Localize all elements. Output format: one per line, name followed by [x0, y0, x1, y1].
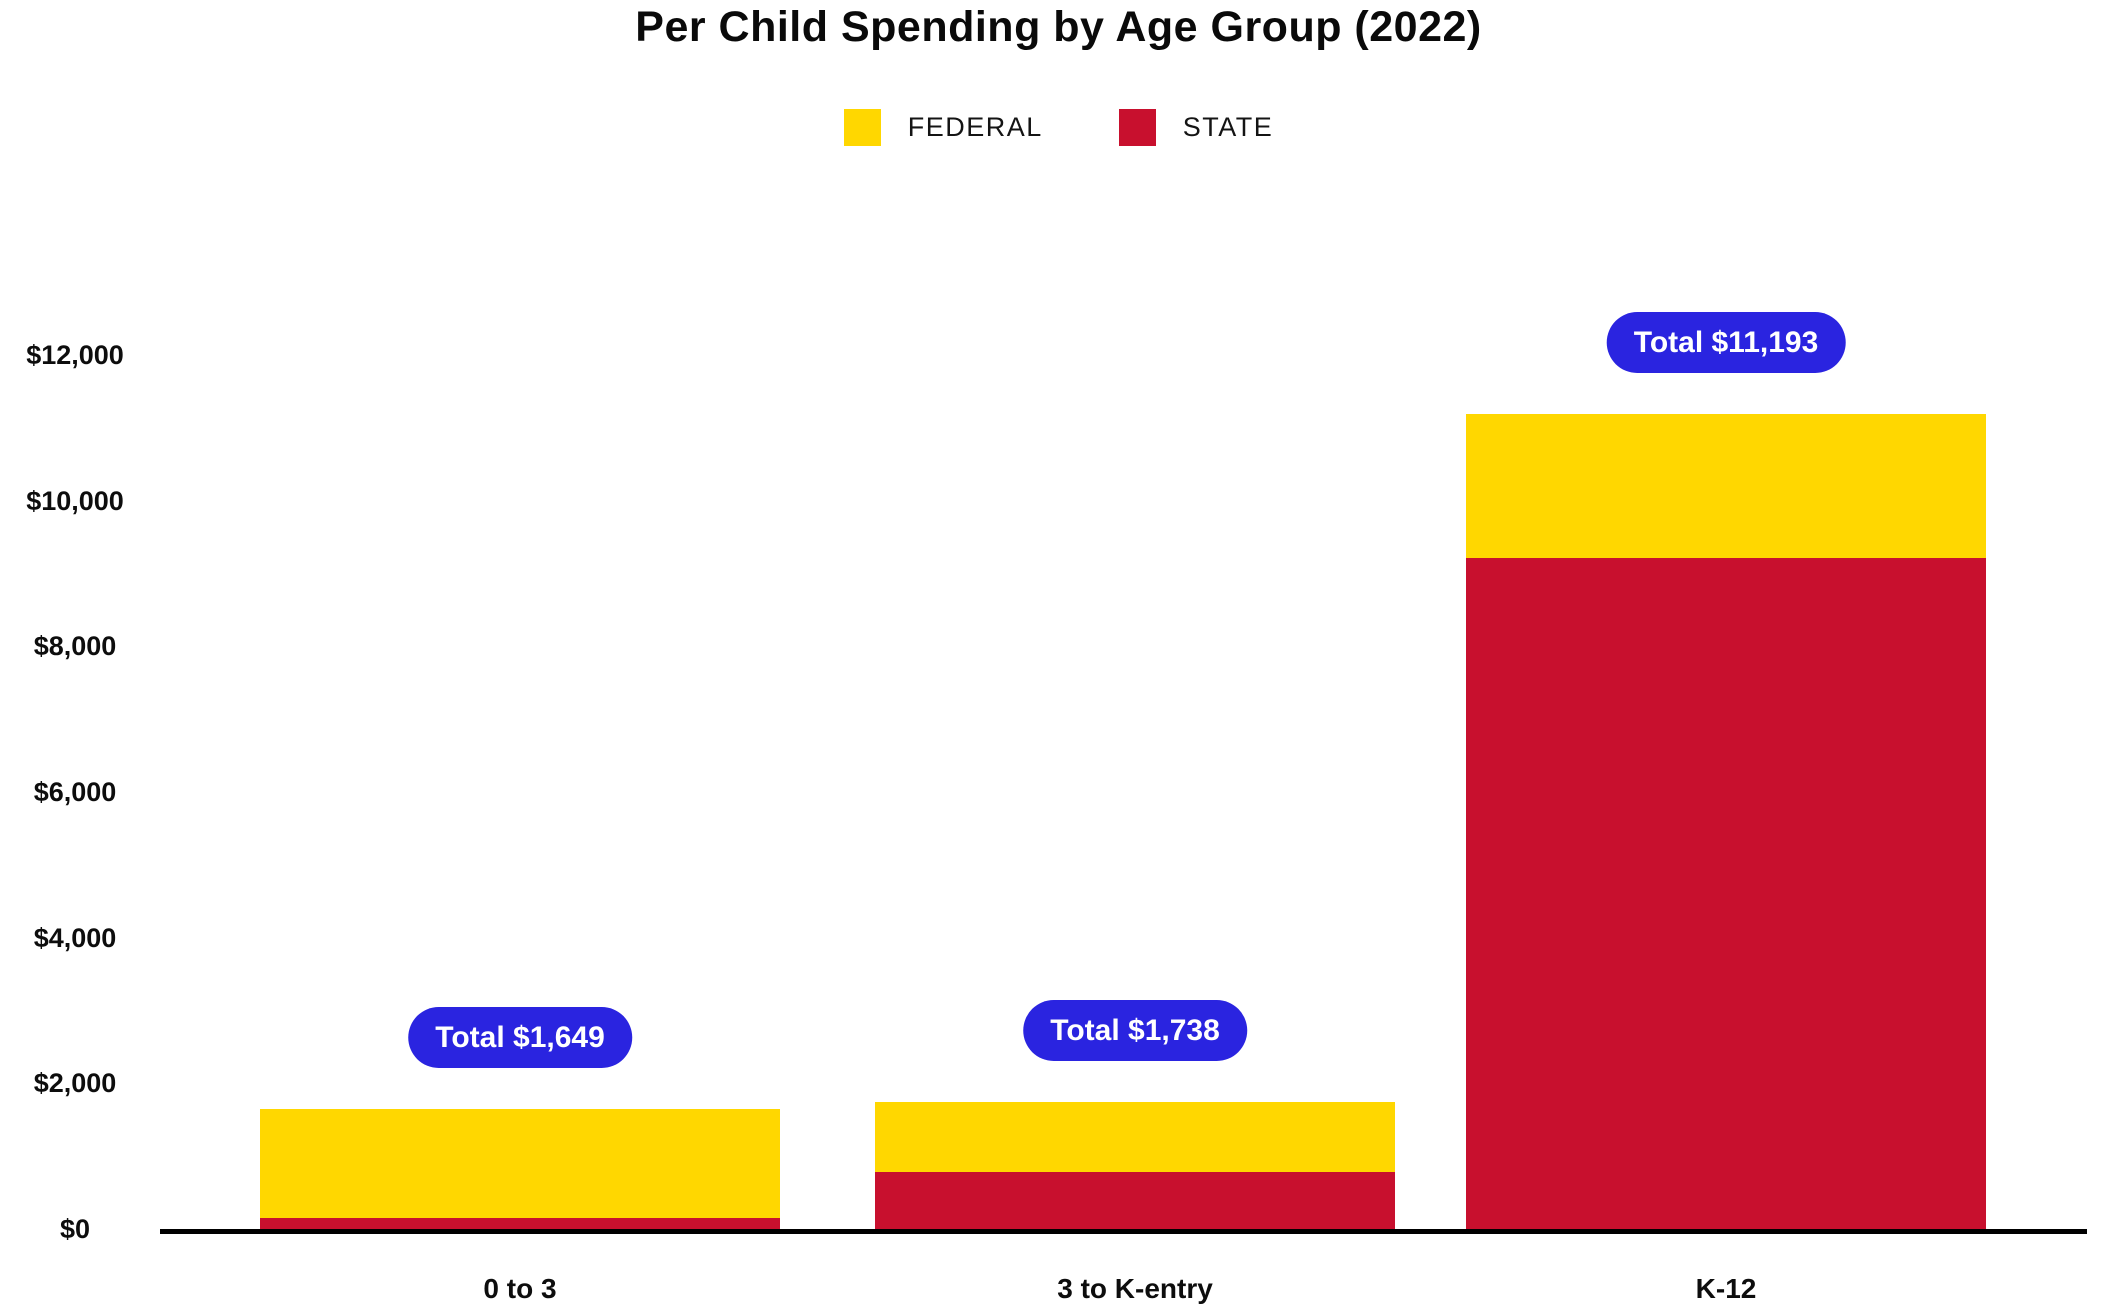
y-tick-label: $4,000	[33, 923, 117, 953]
x-category-label: 3 to K-entry	[1057, 1273, 1213, 1304]
y-tick-label: $10,000	[26, 486, 124, 516]
bar-state-segment	[1466, 558, 1986, 1229]
legend-item: FEDERAL	[843, 109, 1043, 146]
y-tick-label: $0	[59, 1214, 91, 1244]
chart-title: Per Child Spending by Age Group (2022)	[635, 3, 1482, 51]
total-badge: Total $1,738	[1023, 1000, 1247, 1061]
y-tick-label: $8,000	[33, 631, 117, 661]
y-tick-label: $6,000	[33, 777, 117, 807]
y-tick-label: $12,000	[26, 340, 124, 370]
legend-swatch-federal	[843, 109, 881, 146]
legend-label: STATE	[1182, 112, 1274, 142]
legend-item: STATE	[1118, 109, 1274, 146]
bar-federal-segment	[1466, 414, 1986, 558]
legend-swatch-state	[1118, 109, 1156, 146]
legend-label: FEDERAL	[907, 112, 1043, 142]
y-tick-label: $2,000	[33, 1068, 117, 1098]
bar-federal-segment	[260, 1109, 780, 1218]
bar-state-segment	[875, 1172, 1395, 1229]
bar-federal-segment	[875, 1102, 1395, 1172]
bar-state-segment	[260, 1218, 780, 1229]
total-badge: Total $1,649	[408, 1007, 632, 1068]
legend: FEDERAL STATE	[0, 109, 2117, 146]
x-category-label: 0 to 3	[483, 1273, 557, 1304]
x-axis-line	[160, 1229, 2087, 1234]
x-category-label: K-12	[1695, 1273, 1757, 1304]
total-badge: Total $11,193	[1606, 312, 1846, 373]
